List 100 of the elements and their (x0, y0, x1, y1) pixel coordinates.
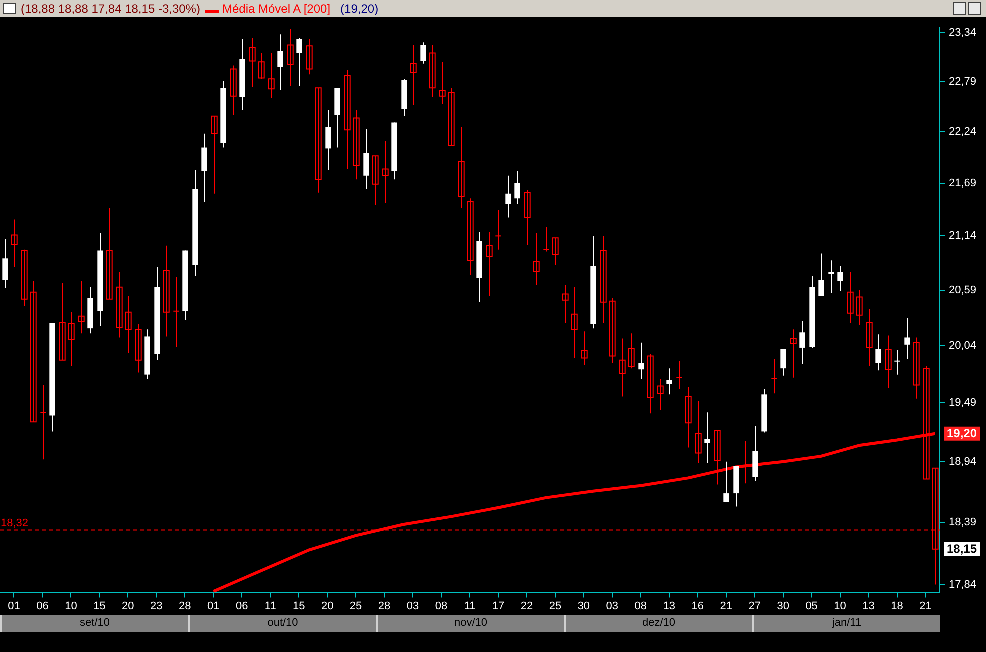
candlestick (78, 280, 85, 334)
x-tick-label: 15 (94, 600, 106, 612)
text: dez/10 (564, 615, 752, 632)
x-tick-label: 08 (634, 600, 648, 612)
candlestick (344, 70, 351, 170)
y-tick-label: 20,04 (949, 340, 977, 352)
candlestick (780, 348, 786, 376)
text: 18,15 (947, 542, 978, 556)
candlestick (543, 226, 550, 252)
candlestick (913, 337, 920, 400)
text: nov/10 (376, 615, 564, 632)
x-tick-label: 08 (435, 600, 448, 612)
candlestick (429, 44, 436, 98)
y-tick-label: 21,14 (949, 230, 977, 242)
candlestick (552, 238, 559, 266)
candlestick (486, 232, 493, 297)
legend-label: Média Móvel A [200] (222, 2, 331, 16)
candlestick (628, 333, 635, 370)
x-tick-label: 01 (208, 600, 220, 612)
y-tick-label: 22,79 (949, 76, 977, 88)
x-tick-label: 15 (292, 600, 306, 612)
x-tick-label: 28 (179, 600, 192, 612)
candlestick (571, 286, 578, 359)
candlestick (676, 360, 683, 390)
candlestick (2, 238, 8, 289)
candlestick (306, 38, 313, 76)
candlestick (600, 236, 607, 324)
candlestick (211, 116, 218, 194)
text: 19,20 (947, 426, 978, 441)
x-tick-label: 17 (492, 600, 505, 612)
x-tick-label: 06 (236, 600, 248, 612)
candlestick (173, 276, 180, 348)
candlestick (838, 266, 844, 292)
candlestick (410, 44, 417, 106)
y-tick-label: 20,59 (949, 284, 977, 296)
candlestick (382, 140, 389, 204)
candlestick (771, 358, 778, 394)
x-tick-label: 18 (891, 600, 904, 612)
x-tick-label: 30 (777, 600, 790, 612)
candlestick (202, 133, 208, 203)
candlestick (315, 88, 322, 194)
candlestick (326, 109, 332, 171)
x-tick-label: 25 (549, 600, 562, 612)
candlestick (619, 338, 626, 398)
x-tick-label: 13 (663, 600, 676, 612)
y-tick-label: 18,39 (949, 516, 977, 528)
candlestick (856, 290, 863, 326)
candlestick (647, 354, 654, 414)
candlestick (506, 175, 512, 218)
x-tick-label: 28 (378, 600, 391, 612)
candlestick (135, 324, 142, 374)
x-tick-label: 06 (36, 600, 49, 612)
candlestick (800, 320, 806, 365)
candlestick (68, 312, 75, 368)
text: out/10 (188, 615, 376, 632)
candlestick (581, 331, 588, 366)
x-tick-label: 22 (520, 600, 534, 612)
x-tick-label: 21 (920, 600, 932, 612)
x-tick-label: 16 (692, 600, 704, 612)
candlestick (448, 88, 455, 146)
x-tick-label: 03 (606, 600, 619, 612)
candlestick (353, 109, 360, 180)
x-tick-label: 23 (150, 600, 163, 612)
candlestick (364, 128, 370, 190)
candlestick (885, 335, 892, 389)
candlestick (562, 284, 569, 324)
candlestick (514, 170, 520, 205)
x-tick-label: 01 (8, 600, 20, 612)
candlestick (533, 232, 540, 286)
x-tick-label: 25 (350, 600, 362, 612)
candlestick (287, 28, 294, 87)
candlestick (106, 208, 113, 300)
candlestick (439, 62, 446, 105)
x-tick-label: 20 (122, 600, 134, 612)
candlestick (467, 198, 474, 276)
y-tick-label: 21,69 (949, 177, 977, 190)
candlestick (278, 34, 284, 90)
y-tick-label: 17,84 (949, 578, 977, 591)
candlestick (847, 272, 854, 324)
x-tick-label: 27 (748, 600, 761, 612)
candlestick (11, 219, 18, 268)
y-tick-label: 22,24 (949, 126, 977, 138)
y-tick-label: 18,94 (949, 456, 977, 468)
candlestick (30, 280, 37, 423)
candlestick (268, 52, 275, 99)
candlestick (125, 296, 132, 354)
candlestick (420, 42, 426, 64)
candlestick (372, 156, 379, 206)
candlestick (116, 272, 123, 338)
candlestick (866, 308, 873, 368)
candlestick (40, 384, 47, 460)
candlestick (230, 65, 237, 116)
candlestick (258, 52, 265, 80)
x-tick-label: 20 (321, 600, 334, 612)
candlestick (524, 190, 531, 246)
x-tick-label: 21 (720, 600, 732, 612)
x-tick-label: 03 (406, 600, 420, 612)
text: set/10 (0, 615, 188, 632)
x-tick-label: 30 (578, 600, 590, 612)
x-tick-label: 11 (464, 600, 476, 612)
